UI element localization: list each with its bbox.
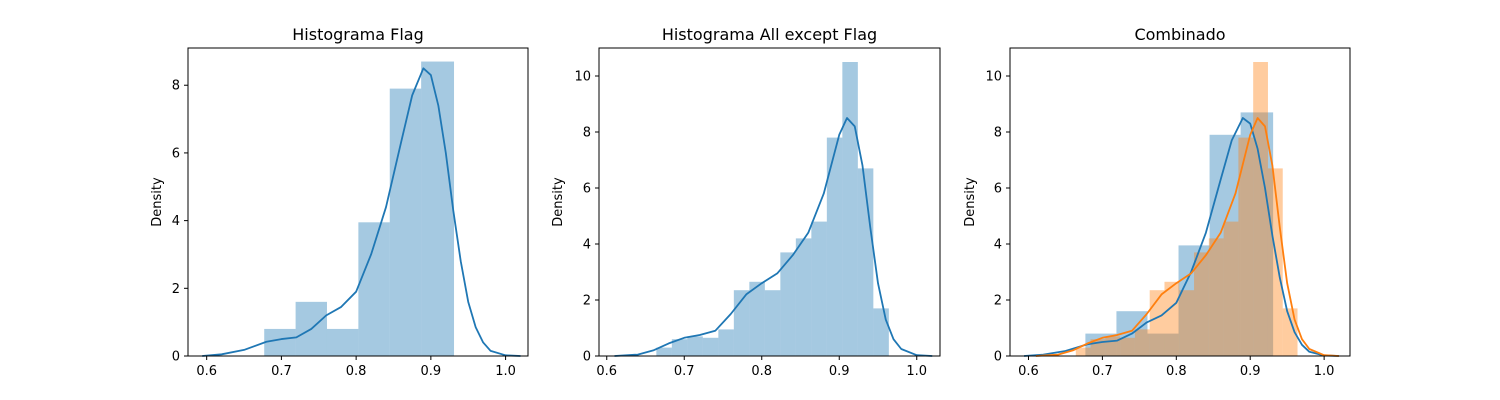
plot-area: 0.6 0.7 0.8 0.9 1.0 0 2 4 6 8 xyxy=(172,47,529,379)
histogram-bar xyxy=(1282,308,1298,356)
y-tick-label: 2 xyxy=(994,294,1002,309)
y-tick-label: 6 xyxy=(583,182,591,197)
x-tick-label: 0.7 xyxy=(271,364,292,379)
histogram-bar xyxy=(1209,134,1241,356)
histogram-bar xyxy=(1085,333,1117,356)
plot-area: 0.6 0.7 0.8 0.9 1.0 0 2 4 6 8 10 xyxy=(574,47,941,379)
histogram-bar xyxy=(795,238,812,356)
y-tick-label: 6 xyxy=(994,182,1002,197)
y-tick-label: 8 xyxy=(583,126,591,141)
axes-frame xyxy=(1009,47,1351,357)
y-tick-label: 4 xyxy=(583,238,591,253)
x-tick-label: 0.8 xyxy=(751,364,772,379)
y-tick-label: 2 xyxy=(583,294,591,309)
histogram-bar xyxy=(264,328,296,356)
x-tick-label: 1.0 xyxy=(906,364,927,379)
histogram-bar xyxy=(421,61,455,357)
subplot-title: Combinado xyxy=(1134,25,1225,44)
x-tick-label: 0.7 xyxy=(1092,364,1113,379)
y-axis-label: Density xyxy=(963,177,978,227)
y-tick-label: 10 xyxy=(985,70,1002,85)
subplot-title: Histograma All except Flag xyxy=(662,25,877,44)
histogram-bar xyxy=(1075,347,1091,356)
histogram-bar xyxy=(718,329,734,356)
x-tick-label: 1.0 xyxy=(1314,364,1335,379)
y-tick-label: 8 xyxy=(172,79,180,94)
histogram-bar xyxy=(1164,281,1180,356)
y-tick-label: 4 xyxy=(994,238,1002,253)
plot-area: 0.6 0.7 0.8 0.9 1.0 0 2 4 6 8 10 xyxy=(985,47,1351,379)
histogram-bar xyxy=(1253,62,1268,356)
histogram-bar xyxy=(842,62,858,356)
histogram-bar xyxy=(1238,137,1254,356)
x-tick-label: 0.6 xyxy=(196,364,217,379)
histogram-bar xyxy=(1223,221,1239,356)
kde-line xyxy=(614,117,933,357)
x-tick-label: 0.7 xyxy=(674,364,695,379)
histogram-bar xyxy=(811,221,827,356)
kde-line xyxy=(202,67,521,357)
histogram-bar xyxy=(326,328,359,356)
histogram-bar xyxy=(1120,337,1135,356)
x-tick-label: 1.0 xyxy=(495,364,516,379)
subplot-title: Histograma Flag xyxy=(292,25,424,44)
y-axis-label: Density xyxy=(551,177,566,227)
y-axis-label: Density xyxy=(150,177,165,227)
x-tick-label: 0.9 xyxy=(829,364,850,379)
kde-line xyxy=(1035,117,1339,357)
y-tick-label: 0 xyxy=(172,350,180,365)
axes-frame xyxy=(598,47,941,357)
histogram-bar xyxy=(873,308,889,356)
subplot-2: 0.6 0.7 0.8 0.9 1.0 0 2 4 6 8 10 Histograma All ex… xyxy=(551,25,941,379)
x-tick-label: 0.9 xyxy=(1240,364,1261,379)
histogram-bar xyxy=(749,281,765,356)
y-tick-label: 0 xyxy=(994,350,1002,365)
histogram-bar xyxy=(1134,329,1150,356)
histogram-bar xyxy=(1208,238,1224,356)
histogram-bar xyxy=(1147,333,1179,356)
kde-line xyxy=(1023,117,1339,357)
histogram-bar xyxy=(656,347,672,356)
x-tick-label: 0.8 xyxy=(1166,364,1187,379)
y-tick-label: 4 xyxy=(172,214,180,229)
subplot-3: 0.6 0.7 0.8 0.9 1.0 0 2 4 6 8 10 Combinado Density xyxy=(963,25,1351,379)
subplot-1: 0.6 0.7 0.8 0.9 1.0 0 2 4 6 8 Histograma Flag Den… xyxy=(150,25,529,379)
histogram-bar xyxy=(687,336,703,356)
histogram-bar xyxy=(733,290,750,356)
x-tick-label: 0.8 xyxy=(346,364,367,379)
x-tick-label: 0.6 xyxy=(1018,364,1039,379)
histogram-bar xyxy=(671,339,688,356)
histogram-bar xyxy=(1179,290,1195,356)
histogram-bar xyxy=(1194,252,1209,356)
y-tick-label: 10 xyxy=(574,70,591,85)
y-tick-label: 8 xyxy=(994,126,1002,141)
histogram-bar xyxy=(702,337,719,356)
histogram-bar xyxy=(780,252,796,356)
histogram-bar xyxy=(826,137,843,356)
y-tick-label: 0 xyxy=(583,350,591,365)
axes-frame xyxy=(187,47,529,357)
x-tick-label: 0.9 xyxy=(421,364,442,379)
y-tick-label: 6 xyxy=(172,146,180,161)
y-tick-label: 2 xyxy=(172,282,180,297)
histogram-bar xyxy=(764,290,781,356)
x-tick-label: 0.6 xyxy=(596,364,617,379)
histogram-bar xyxy=(389,88,422,356)
